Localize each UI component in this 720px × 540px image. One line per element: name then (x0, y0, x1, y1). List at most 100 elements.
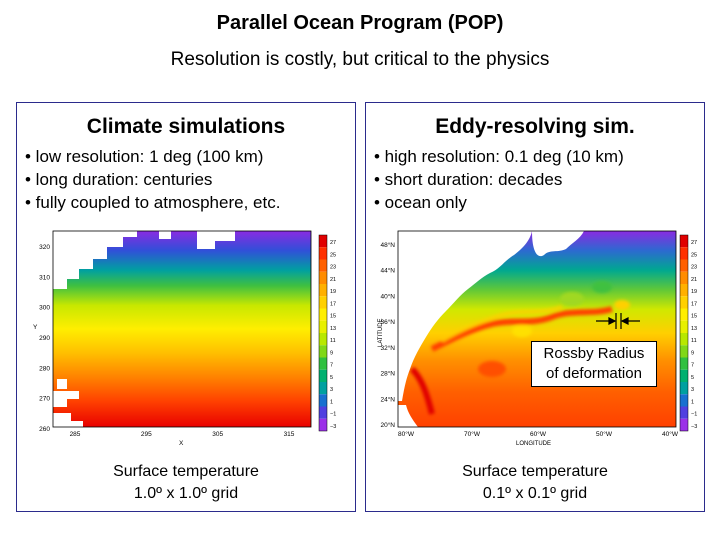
colorbar-label: 17 (691, 301, 697, 307)
colorbar-swatch (680, 308, 688, 321)
y-axis-label: LATITUDE (378, 318, 384, 347)
colorbar-label: 13 (691, 326, 697, 332)
colorbar-right: 27 25 23 21 19 17 15 13 11 9 7 5 3 1 −1 −3 (679, 234, 697, 432)
colorbar-swatch (680, 382, 688, 395)
callout-line: Rossby Radius (543, 345, 645, 362)
colorbar-swatch (319, 308, 327, 321)
colorbar-label: 3 (330, 387, 333, 393)
colorbar-label: 13 (330, 326, 336, 332)
page-title: Parallel Ocean Program (POP) (216, 12, 504, 34)
colorbar-label: 21 (330, 277, 336, 283)
panel-heading-eddy: Eddy-resolving sim. (435, 115, 635, 138)
eddy-resolving-panel: Eddy-resolving sim. • high resolution: 0… (365, 102, 705, 512)
colorbar-swatch (319, 333, 327, 346)
caption-line: 1.0º x 1.0º grid (133, 485, 239, 502)
colorbar-label: 27 (691, 240, 697, 246)
caption-eddy: Surface temperature 0.1º x 0.1º grid (366, 461, 704, 505)
colorbar-label: 25 (691, 252, 697, 258)
eddy-bullet-list: • high resolution: 0.1 deg (10 km) • sho… (374, 145, 624, 214)
colorbar-label: 23 (691, 265, 697, 271)
x-tick-label: 295 (141, 431, 152, 438)
y-tick-label: 290 (39, 335, 50, 342)
colorbar-label: 19 (330, 289, 336, 295)
colorbar-label: 5 (330, 375, 333, 381)
colorbar-label: −3 (691, 424, 697, 430)
y-tick-label: 44°N (380, 267, 395, 275)
caption-line: 0.1º x 0.1º grid (482, 485, 588, 502)
colorbar-swatch (680, 271, 688, 284)
colorbar-swatch (319, 320, 327, 333)
x-tick-label: 305 (212, 431, 223, 438)
caption-line: Surface temperature (462, 463, 608, 480)
colorbar-swatch (319, 369, 327, 382)
colorbar-swatch (680, 247, 688, 260)
page-subtitle: Resolution is costly, but critical to th… (170, 49, 550, 70)
colorbar-label: −1 (691, 412, 697, 418)
land-mask (398, 231, 584, 427)
high-resolution-temperature-map: 27 25 23 21 19 17 15 13 11 9 7 5 3 1 −1 −3 48°N 44°N 40°N… (378, 230, 697, 447)
colorbar-swatch (319, 394, 327, 407)
y-tick-label: 24°N (380, 395, 395, 403)
y-tick-label: 280 (39, 365, 50, 372)
bullet-item: • high resolution: 0.1 deg (10 km) (374, 147, 624, 166)
bullet-item: • fully coupled to atmosphere, etc. (25, 193, 281, 212)
colorbar-label: 9 (691, 350, 694, 356)
y-tick-label: 32°N (380, 344, 395, 352)
colorbar-label: 25 (330, 252, 336, 258)
x-tick-label: 50°W (596, 430, 613, 438)
colorbar-swatch (680, 394, 688, 407)
land-mask (53, 231, 235, 427)
climate-bullet-list: • low resolution: 1 deg (100 km) • long … (25, 145, 280, 214)
bullet-item: • low resolution: 1 deg (100 km) (25, 147, 264, 166)
x-tick-label: 60°W (530, 430, 547, 438)
colorbar-label: 3 (691, 387, 694, 393)
x-tick-label: 285 (70, 431, 81, 438)
colorbar-label: 19 (691, 289, 697, 295)
rossby-radius-marker (596, 313, 640, 329)
colorbar-swatch (319, 284, 327, 297)
colorbar-label: −1 (330, 412, 336, 418)
colorbar-swatch (680, 259, 688, 272)
colorbar-swatch (680, 418, 688, 431)
colorbar-swatch (680, 284, 688, 297)
x-tick-label: 315 (284, 431, 295, 438)
colorbar-label: 11 (691, 338, 697, 344)
colorbar-label: 1 (691, 399, 694, 405)
rossby-radius-callout: Rossby Radius of deformation (531, 341, 657, 387)
colorbar-label: 1 (330, 399, 333, 405)
colorbar-label: 15 (330, 314, 336, 320)
colorbar-label: 7 (330, 363, 333, 369)
y-tick-label: 48°N (380, 241, 395, 249)
colorbar-label: 9 (330, 350, 333, 356)
colorbar-swatch (319, 296, 327, 309)
y-axis-label: Y (33, 324, 38, 331)
bullet-item: • long duration: centuries (25, 170, 213, 189)
bullet-item: • ocean only (374, 193, 467, 212)
colorbar-swatch (319, 418, 327, 431)
y-tick-label: 320 (39, 244, 50, 251)
y-tick-label: 260 (39, 426, 50, 433)
colorbar-swatch (680, 235, 688, 248)
colorbar-label: 27 (330, 240, 336, 246)
colorbar-swatch (680, 406, 688, 419)
callout-line: of deformation (546, 365, 642, 382)
colorbar-swatch (319, 357, 327, 370)
colorbar-swatch (319, 271, 327, 284)
colorbar-swatch (680, 296, 688, 309)
caption-line: Surface temperature (113, 463, 259, 480)
colorbar-left: 27 25 23 21 19 17 15 13 11 9 7 5 3 1 −1 −3 (318, 234, 336, 432)
y-tick-label: 310 (39, 274, 50, 281)
climate-simulations-panel: Climate simulations • low resolution: 1 … (16, 102, 356, 512)
colorbar-swatch (680, 369, 688, 382)
colorbar-swatch (680, 320, 688, 333)
colorbar-label: 21 (691, 277, 697, 283)
low-resolution-temperature-map: 27 25 23 21 19 17 15 13 11 9 7 5 3 1 −1 −3 320 310 300 290… (33, 230, 336, 447)
colorbar-swatch (319, 382, 327, 395)
x-tick-label: 80°W (398, 430, 415, 438)
colorbar-label: 17 (330, 301, 336, 307)
colorbar-swatch (319, 235, 327, 248)
colorbar-swatch (319, 406, 327, 419)
colorbar-swatch (319, 259, 327, 272)
y-tick-label: 36°N (380, 318, 395, 326)
y-tick-label: 270 (39, 396, 50, 403)
